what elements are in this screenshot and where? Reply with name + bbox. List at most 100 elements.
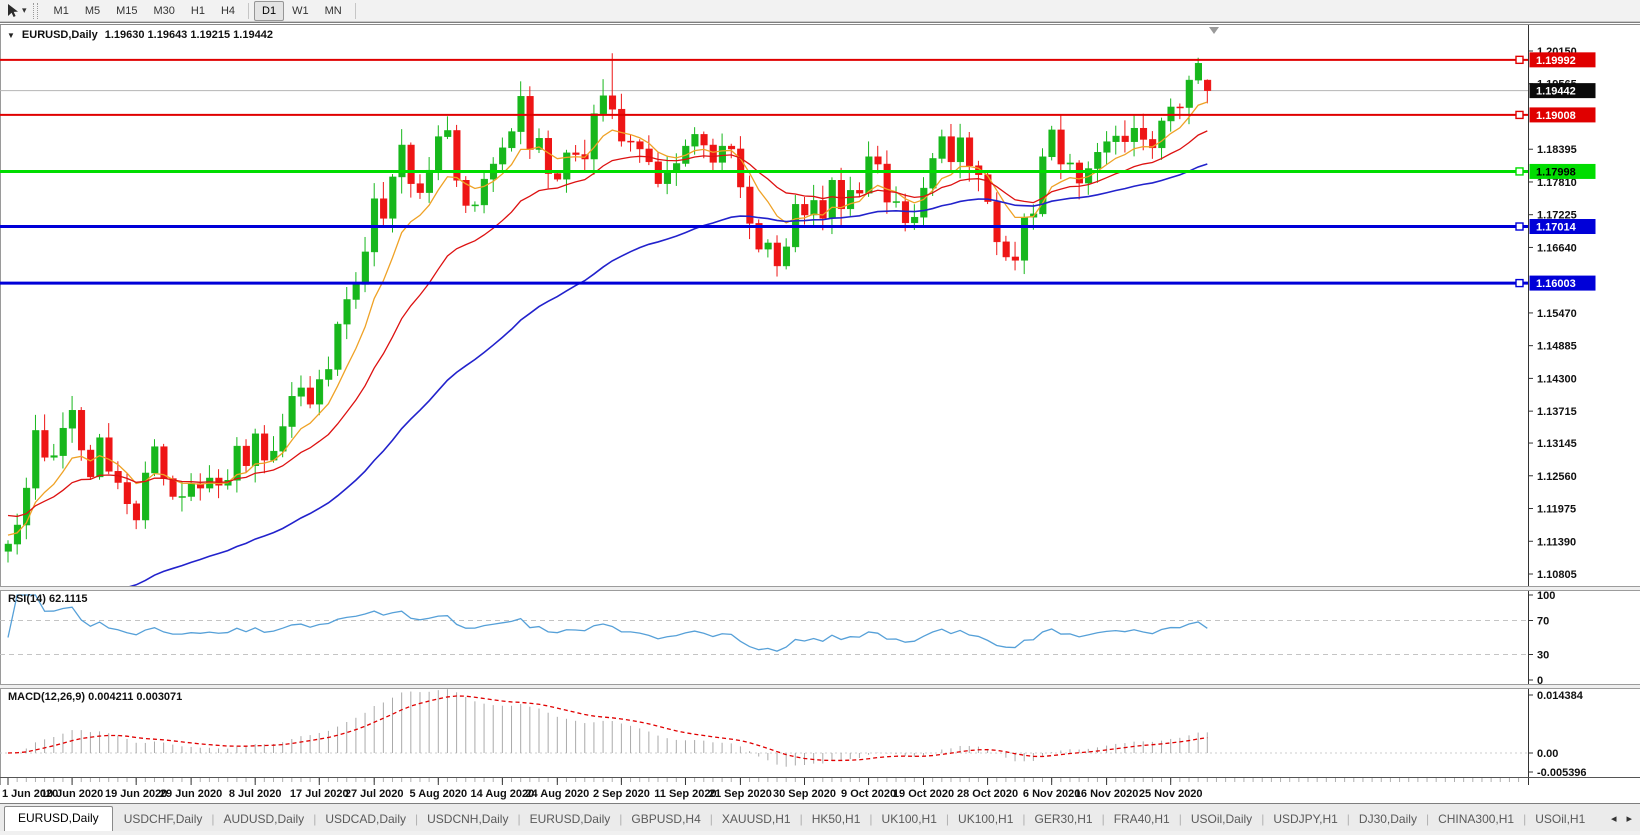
medium-ma-line <box>7 130 1208 518</box>
panel-separator[interactable] <box>0 684 1640 689</box>
tab-divider: | <box>1523 812 1527 826</box>
date-axis-label: 11 Sep 2020 <box>654 788 716 800</box>
price-axis-tick: 1.18395 <box>1537 144 1577 156</box>
chart-tab-hk50-h1[interactable]: HK50,H1 <box>811 812 861 826</box>
price-axis-tick: 1.17225 <box>1537 210 1577 222</box>
tab-divider: | <box>1101 812 1105 826</box>
date-axis-label: 6 Nov 2020 <box>1023 788 1080 800</box>
dropdown-caret-icon[interactable]: ▾ <box>22 5 27 15</box>
price-axis-tick: 1.11975 <box>1537 504 1576 516</box>
timeframe-button-h4[interactable]: H4 <box>220 4 236 17</box>
chart-tab-uk100-h1[interactable]: UK100,H1 <box>881 812 937 826</box>
rsi-scale-tick: 100 <box>1537 590 1555 602</box>
price-axis-tick: 1.16640 <box>1537 242 1577 254</box>
price-chart[interactable]: 1.201501.195651.183951.178101.172251.166… <box>0 23 1640 805</box>
date-axis-label: 14 Aug 2020 <box>470 788 534 800</box>
chart-tab-usoil-h1[interactable]: USOil,H1 <box>1535 812 1586 826</box>
svg-text:1.19992: 1.19992 <box>1536 55 1576 67</box>
toolbar-separator <box>248 2 250 19</box>
price-axis-tick: 1.11390 <box>1537 536 1576 548</box>
chart-tab-usoil-daily[interactable]: USOil,Daily <box>1190 812 1253 826</box>
date-axis-label: 16 Nov 2020 <box>1075 788 1139 800</box>
cursor-tool-icon[interactable] <box>4 2 22 20</box>
chart-tab-dj30-daily[interactable]: DJ30,Daily <box>1358 812 1417 826</box>
chart-tab-usdchf-daily[interactable]: USDCHF,Daily <box>123 812 203 826</box>
date-axis-label: 21 Sep 2020 <box>709 788 772 800</box>
chart-tab-xauusd-h1[interactable]: XAUUSD,H1 <box>721 812 791 826</box>
date-axis-label: 5 Aug 2020 <box>409 788 467 800</box>
chart-tab-eurusd-daily[interactable]: EURUSD,Daily <box>529 812 611 826</box>
chart-tab-eurusd-daily[interactable]: EURUSD,Daily <box>4 806 113 831</box>
level-price-label <box>1529 163 1596 179</box>
price-axis-tick: 1.15470 <box>1537 308 1577 320</box>
top-toolbar: ▾ M1 M5 M15 M30 H1 H4 D1 W1 MN <box>0 0 1640 22</box>
level-line-handle[interactable] <box>1515 167 1524 176</box>
chart-tab-audusd-daily[interactable]: AUDUSD,Daily <box>223 812 305 826</box>
macd-histogram <box>25 689 1208 767</box>
date-axis-label: 1 Jun 2020 <box>2 788 58 800</box>
tab-divider: | <box>211 812 215 826</box>
toolbar-separator <box>354 2 356 19</box>
tab-divider: | <box>1178 812 1182 826</box>
date-axis-label: 30 Sep 2020 <box>773 788 836 800</box>
price-axis-tick: 1.13145 <box>1537 438 1577 450</box>
current-price-label <box>1529 83 1596 99</box>
tab-divider: | <box>313 812 317 826</box>
chart-shift-marker-icon[interactable] <box>1209 27 1219 34</box>
date-axis-label: 17 Jul 2020 <box>290 788 349 800</box>
price-axis-tick: 1.12560 <box>1537 471 1577 483</box>
price-axis-tick: 1.17810 <box>1537 177 1577 189</box>
chart-tab-usdjpy-h1[interactable]: USDJPY,H1 <box>1273 812 1338 826</box>
svg-text:1.19442: 1.19442 <box>1536 86 1576 98</box>
panel-separator[interactable] <box>0 586 1640 591</box>
timeframe-button-h1[interactable]: H1 <box>190 4 205 17</box>
chart-tab-uk100-h1[interactable]: UK100,H1 <box>958 812 1014 826</box>
chart-tab-fra40-h1[interactable]: FRA40,H1 <box>1113 812 1170 826</box>
date-axis-label: 25 Nov 2020 <box>1139 788 1203 800</box>
chart-tab-gbpusd-h4[interactable]: GBPUSD,H4 <box>631 812 701 826</box>
tab-divider: | <box>709 812 713 826</box>
date-axis-label: 2 Sep 2020 <box>593 788 650 800</box>
level-price-label <box>1529 52 1596 68</box>
tab-divider: | <box>799 812 803 826</box>
toolbar-grip[interactable] <box>32 2 38 19</box>
chart-tab-china300-h1[interactable]: CHINA300,H1 <box>1438 812 1515 826</box>
timeframe-button-m5[interactable]: M5 <box>84 4 101 17</box>
tab-divider: | <box>945 812 950 826</box>
timeframe-button-mn[interactable]: MN <box>324 4 342 17</box>
timeframe-button-m15[interactable]: M15 <box>116 4 138 17</box>
level-price-label <box>1529 107 1596 123</box>
level-price-label <box>1529 275 1596 291</box>
macd-scale-tick: 0.014384 <box>1537 690 1584 702</box>
date-axis-label: 28 Oct 2020 <box>957 788 1018 800</box>
status-bar <box>0 831 1640 835</box>
collapse-arrow-icon[interactable]: ▼ <box>7 30 15 40</box>
level-line-handle[interactable] <box>1515 55 1524 65</box>
tab-scroll-arrows: ◂ ▸ <box>1611 812 1632 825</box>
tab-divider: | <box>1425 812 1430 826</box>
chart-tab-usdcad-daily[interactable]: USDCAD,Daily <box>325 812 406 826</box>
timeframe-button-m30[interactable]: M30 <box>153 4 175 17</box>
price-axis-tick: 1.14300 <box>1537 373 1577 385</box>
chart-tabs-bar: EURUSD,Daily USDCHF,Daily | AUDUSD,Daily | US… <box>0 804 1640 831</box>
rsi-indicator-label: RSI(14) 62.1115 <box>8 593 88 605</box>
macd-signal-line <box>7 695 1208 762</box>
timeframe-buttons: M1 M5 M15 M30 H1 H4 D1 W1 MN <box>46 0 361 21</box>
timeframe-button-d1[interactable]: D1 <box>254 0 285 21</box>
date-axis-label: 19 Jun 2020 <box>105 788 167 800</box>
tab-divider: | <box>415 812 419 826</box>
level-line-handle[interactable] <box>1515 278 1524 288</box>
level-line-handle[interactable] <box>1515 110 1524 120</box>
tab-divider: | <box>619 812 623 826</box>
chart-tab-usdcnh-daily[interactable]: USDCNH,Daily <box>427 812 509 826</box>
timeframe-button-m1[interactable]: M1 <box>53 4 69 17</box>
cursor-icon <box>8 4 18 17</box>
level-line-handle[interactable] <box>1515 222 1524 231</box>
chart-tab-ger30-h1[interactable]: GER30,H1 <box>1034 812 1093 826</box>
svg-text:1.19008: 1.19008 <box>1536 110 1576 122</box>
date-axis-label: 29 Jun 2020 <box>160 788 222 800</box>
tabs-scroll-right-icon[interactable]: ▸ <box>1626 813 1632 825</box>
date-axis-label: 24 Aug 2020 <box>525 788 589 800</box>
timeframe-button-w1[interactable]: W1 <box>292 4 309 17</box>
tabs-scroll-left-icon[interactable]: ◂ <box>1610 813 1617 825</box>
